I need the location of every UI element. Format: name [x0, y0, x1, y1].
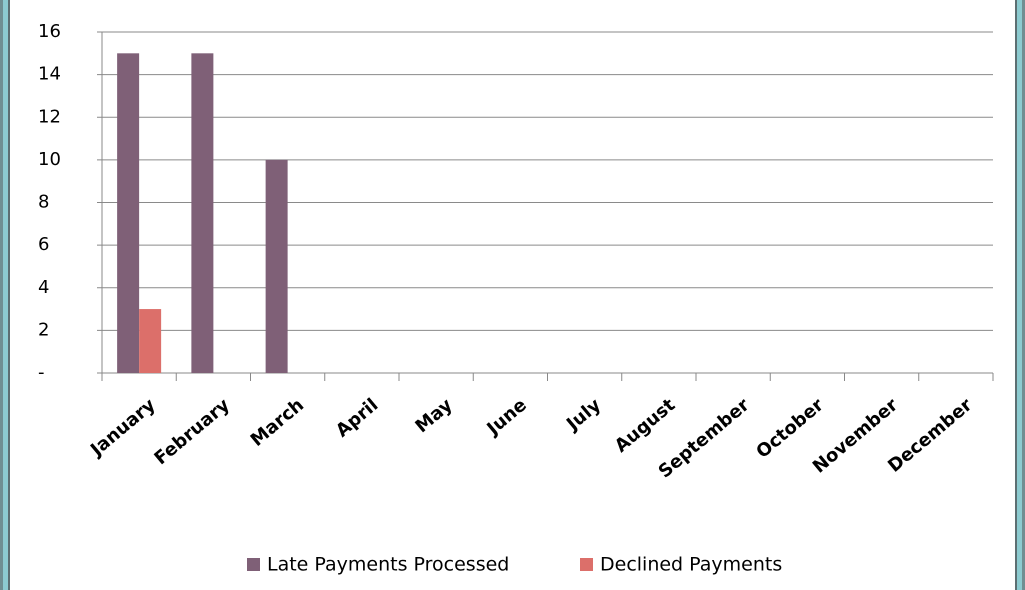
frame-right	[1017, 0, 1022, 590]
bar	[139, 309, 162, 373]
y-tick-label: -	[38, 362, 45, 383]
y-tick-label: 14	[38, 64, 61, 85]
x-tick-label: February	[151, 394, 234, 469]
y-tick-label: 4	[38, 277, 49, 298]
x-tick-label: March	[247, 395, 308, 451]
y-tick-label: 16	[38, 21, 61, 42]
frame-right-edge	[1022, 0, 1025, 590]
legend-label: Late Payments Processed	[267, 554, 509, 576]
legend-label: Declined Payments	[600, 554, 782, 576]
frame-left-edge	[0, 0, 3, 590]
x-tick-label: May	[411, 394, 456, 437]
legend-swatch	[580, 558, 593, 571]
frame-left-inner	[8, 0, 10, 590]
x-tick-label: July	[561, 394, 605, 436]
x-tick-label: June	[482, 395, 531, 441]
y-tick-label: 8	[38, 192, 49, 213]
bar	[191, 53, 214, 373]
legend-swatch	[247, 558, 260, 571]
bar	[265, 159, 288, 373]
y-tick-label: 10	[38, 149, 61, 170]
frame-right-inner	[1015, 0, 1017, 590]
x-tick-label: January	[85, 394, 159, 461]
y-tick-label: 2	[38, 319, 49, 340]
x-tick-label: October	[752, 395, 828, 463]
y-tick-label: 6	[38, 234, 49, 255]
x-tick-label: August	[611, 394, 680, 456]
bar	[117, 53, 140, 373]
frame-left	[3, 0, 8, 590]
x-tick-label: April	[332, 395, 382, 442]
y-tick-label: 12	[38, 106, 61, 127]
